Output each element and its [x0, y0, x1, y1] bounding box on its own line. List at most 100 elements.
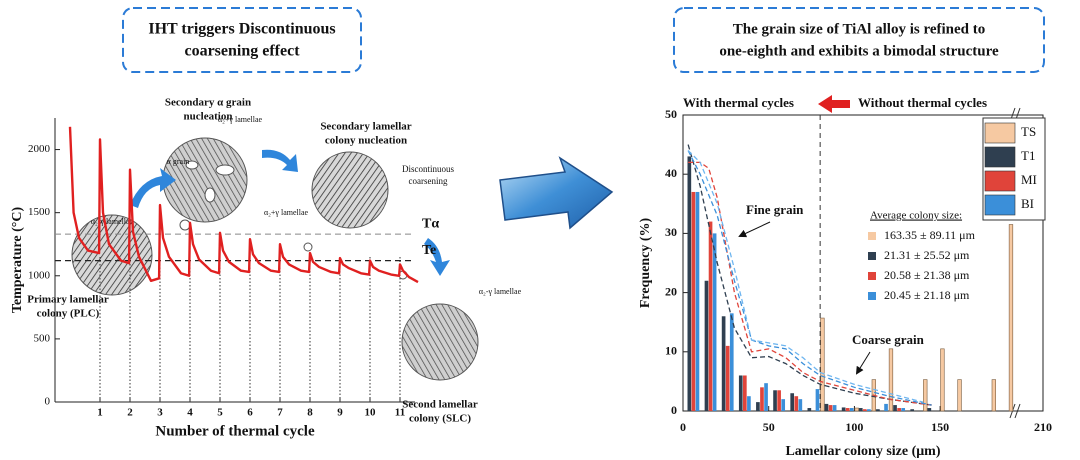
annotation: α₂-γ lamellae	[91, 217, 134, 226]
title-box	[673, 7, 1045, 73]
flow-arrows	[130, 149, 614, 276]
bar	[729, 313, 734, 411]
average-swatch	[868, 292, 876, 300]
annotation: colony (PLC)	[37, 308, 100, 320]
x-tick-label: 210	[1034, 420, 1052, 434]
annotation: Primary lamellar	[27, 294, 109, 306]
bar	[910, 409, 915, 411]
y-tick-label: 10	[665, 344, 677, 358]
x-tick-label: 100	[845, 420, 863, 434]
y-tick-label: 1500	[28, 206, 51, 218]
bar	[815, 389, 820, 411]
average-value: 21.31 ± 25.52 μm	[884, 248, 970, 262]
x-tick-label: 5	[217, 407, 223, 419]
average-value: 20.45 ± 21.18 μm	[884, 288, 970, 302]
annotation: α₂+γ lamellae	[264, 208, 309, 217]
legend-swatch	[984, 146, 1016, 168]
annotation: coarsening	[409, 176, 448, 186]
x-tick-label: 0	[680, 420, 686, 434]
fit-curve	[687, 150, 924, 403]
bar	[832, 405, 837, 411]
annotation: With thermal cycles	[683, 95, 794, 110]
bar	[691, 191, 696, 411]
x-tick-label: 8	[307, 407, 313, 419]
bar	[790, 393, 795, 411]
bar	[901, 408, 906, 411]
y-axis-label: Temperature (°C)	[10, 207, 25, 314]
bar	[893, 405, 897, 411]
bar	[781, 399, 786, 411]
bar	[773, 390, 777, 411]
bar	[1008, 224, 1014, 412]
annotation: colony nucleation	[325, 135, 407, 147]
x-tick-label: 9	[337, 407, 343, 419]
annotation: α₂-γ lamellae	[479, 287, 522, 296]
legend-label: TS	[1021, 124, 1036, 139]
bar	[743, 375, 747, 411]
y-tick-label: 30	[665, 225, 677, 239]
x-tick-label: 10	[365, 407, 377, 419]
annotation: Second lamellar	[402, 399, 478, 411]
bar	[841, 407, 846, 411]
x-tick-label: 6	[247, 407, 253, 419]
direction-arrow	[818, 95, 850, 113]
x-tick-label: 7	[277, 407, 283, 419]
average-value: 163.35 ± 89.11 μm	[884, 228, 976, 242]
annotation: colony (SLC)	[409, 413, 471, 425]
y-tick-label: 0	[671, 403, 677, 417]
chart-title: coarsening effect	[184, 43, 300, 60]
fit-curve	[688, 161, 932, 406]
y-tick-label: 1000	[28, 269, 51, 281]
bar	[807, 408, 812, 411]
bar	[867, 409, 871, 411]
temperature-line	[68, 126, 419, 284]
legend-swatch	[984, 122, 1016, 144]
pointer	[738, 221, 771, 238]
bar	[704, 280, 709, 411]
x-tick-label: 150	[931, 420, 949, 434]
bar	[828, 405, 833, 411]
bar	[849, 408, 854, 411]
bar	[888, 348, 894, 412]
legend: TS T1 MI BI	[982, 117, 1046, 221]
average-swatch	[868, 252, 876, 260]
bar	[725, 345, 730, 411]
legend-label: BI	[1021, 196, 1034, 211]
bar	[798, 399, 803, 411]
bar	[756, 402, 760, 411]
y-tick-label: 20	[665, 284, 677, 298]
bar	[927, 408, 932, 411]
annotation: Secondary α grain	[165, 97, 251, 109]
average-swatch	[868, 272, 876, 280]
bar	[991, 379, 996, 412]
annotation: Coarse grain	[852, 332, 925, 347]
legend-label: T1	[1021, 148, 1035, 163]
bar	[738, 375, 743, 411]
bar	[940, 348, 945, 412]
bar	[923, 379, 928, 412]
y-tick-label: 500	[34, 332, 51, 344]
annotation: Fine grain	[746, 202, 804, 217]
bar	[687, 156, 692, 411]
bar	[708, 221, 713, 411]
annotation: Without thermal cycles	[858, 95, 987, 110]
legend-swatch	[984, 194, 1016, 216]
bar	[845, 408, 850, 411]
fit-curve	[687, 144, 932, 406]
y-tick-label: 40	[665, 166, 677, 180]
chart-title: The grain size of TiAl alloy is refined …	[733, 21, 986, 37]
schematics	[71, 137, 479, 381]
bar	[747, 396, 751, 411]
y-axis-label: Frequency (%)	[638, 217, 653, 308]
y-tick-label: 50	[665, 107, 677, 121]
bar	[957, 379, 962, 412]
annotation: Secondary lamellar	[320, 121, 411, 133]
reference-label: Te	[422, 243, 436, 258]
title-box	[122, 7, 362, 73]
chart-title: one-eighth and exhibits a bimodal struct…	[719, 43, 999, 59]
legend-label: MI	[1021, 172, 1037, 187]
bar	[721, 316, 726, 411]
bar	[824, 403, 829, 411]
average-swatch	[868, 232, 876, 240]
